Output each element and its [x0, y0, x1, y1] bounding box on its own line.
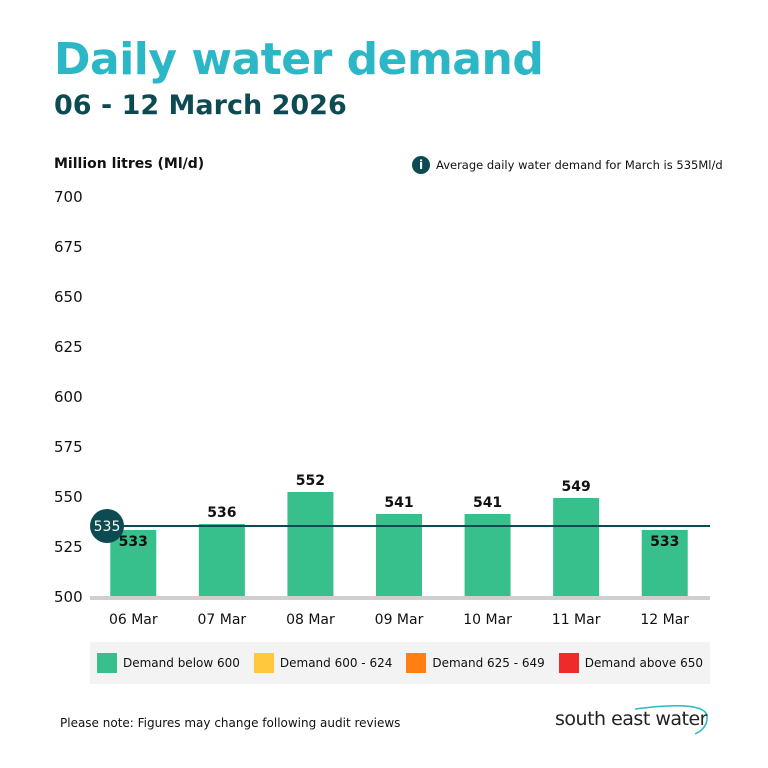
legend-item: Demand below 600 — [96, 653, 240, 673]
average-marker — [90, 509, 124, 543]
chart-title: Daily water demand — [54, 34, 544, 85]
average-note: i Average daily water demand for March i… — [412, 156, 723, 174]
y-tick-label: 550 — [54, 488, 83, 506]
y-tick-label: 625 — [54, 338, 83, 356]
y-tick-label: 700 — [54, 188, 83, 206]
average-note-text: Average daily water demand for March is … — [436, 158, 723, 172]
legend-label: Demand above 650 — [584, 656, 703, 670]
x-tick-label: 12 Mar — [640, 612, 689, 628]
legend-swatch — [253, 653, 274, 673]
bar-value-label: 552 — [296, 473, 325, 489]
x-tick-label: 09 Mar — [375, 612, 424, 628]
legend-swatch — [96, 653, 117, 673]
y-tick-label: 575 — [54, 438, 83, 456]
legend-item: Demand above 650 — [558, 653, 703, 673]
bar — [376, 514, 422, 596]
legend-label: Demand below 600 — [122, 656, 240, 670]
y-axis-label: Million litres (Ml/d) — [54, 156, 205, 172]
average-marker-label: 535 — [94, 519, 121, 535]
y-tick-label: 600 — [54, 388, 83, 406]
south-east-water-logo: south east water — [555, 700, 715, 740]
bar-value-label: 549 — [562, 479, 591, 495]
footnote: Please note: Figures may change followin… — [60, 716, 401, 730]
legend: Demand below 600 Demand 600 - 624 Demand 6… — [90, 642, 710, 684]
legend-label: Demand 600 - 624 — [279, 656, 393, 670]
bar — [464, 514, 511, 596]
chart-subtitle: 06 - 12 March 2026 — [54, 90, 347, 121]
bar-value-label: 541 — [473, 495, 502, 511]
bar — [110, 530, 157, 596]
bar — [641, 530, 688, 596]
legend-label: Demand 625 - 649 — [432, 656, 545, 670]
bar-value-label: 533 — [650, 534, 679, 550]
x-tick-label: 11 Mar — [552, 612, 601, 628]
x-tick-label: 10 Mar — [463, 612, 512, 628]
bar — [553, 498, 600, 596]
bar — [198, 524, 245, 596]
bar-value-label: 541 — [384, 495, 413, 511]
bar-value-label: 533 — [119, 534, 148, 550]
x-tick-label: 08 Mar — [286, 612, 335, 628]
legend-item: Demand 625 - 649 — [406, 653, 545, 673]
legend-swatch — [558, 653, 579, 673]
y-tick-label: 675 — [54, 238, 83, 256]
y-tick-label: 650 — [54, 288, 83, 306]
legend-item: Demand 600 - 624 — [253, 653, 393, 673]
legend-swatch — [406, 653, 427, 673]
info-icon: i — [412, 156, 430, 174]
x-tick-label: 07 Mar — [198, 612, 247, 628]
x-axis — [90, 596, 710, 600]
bar — [287, 492, 334, 596]
x-tick-label: 06 Mar — [109, 612, 158, 628]
y-tick-label: 500 — [54, 588, 83, 606]
bar-chart: 500 525 550 575 600 625 650 675 700 533 06 Mar 536 0… — [54, 188, 710, 628]
y-tick-label: 525 — [54, 538, 83, 556]
bar-value-label: 536 — [207, 505, 236, 521]
